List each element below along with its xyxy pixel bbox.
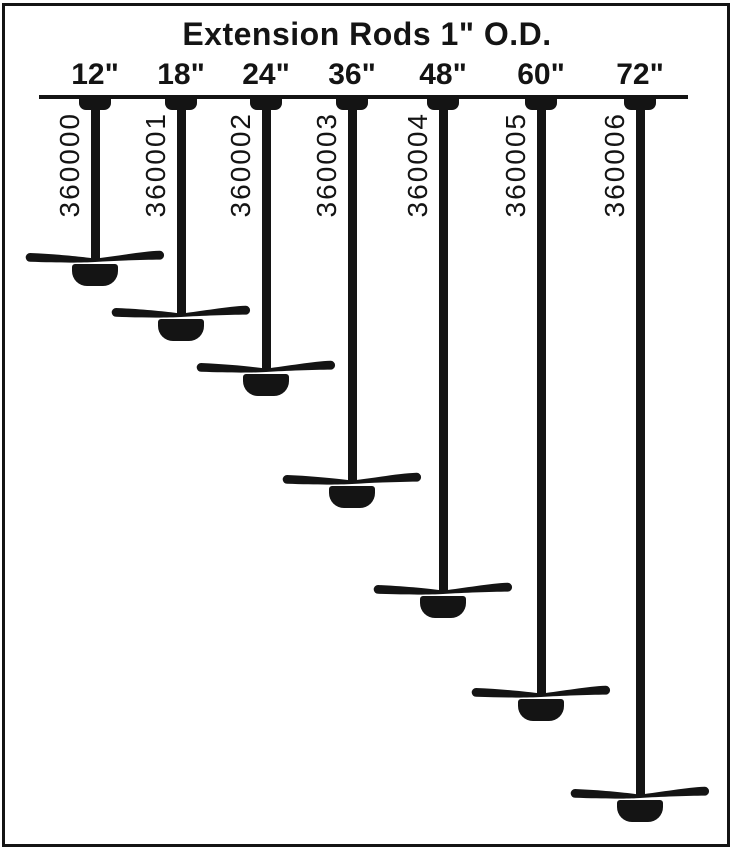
fan-blades-icon xyxy=(282,472,422,485)
fan-motor-housing-icon xyxy=(243,374,289,396)
extension-rod xyxy=(536,96,546,695)
rod-size-label: 72" xyxy=(616,58,664,91)
extension-rod xyxy=(347,96,357,482)
rod-part-number: 360001 xyxy=(140,112,171,218)
fan-motor-housing-icon xyxy=(617,800,663,822)
rod-size-label: 48" xyxy=(419,58,467,91)
fan-motor-housing-icon xyxy=(329,486,375,508)
rod-part-number: 360003 xyxy=(311,112,342,218)
diagram-border-frame xyxy=(2,3,730,847)
rod-part-number: 360000 xyxy=(54,112,85,218)
fan-blades-icon xyxy=(471,685,611,698)
fan-motor-housing-icon xyxy=(420,596,466,618)
rod-part-number: 360004 xyxy=(402,112,433,218)
rod-part-number: 360006 xyxy=(599,112,630,218)
rod-size-label: 12" xyxy=(71,58,119,91)
extension-rod xyxy=(176,96,186,315)
extension-rod xyxy=(261,96,271,370)
rod-size-label: 18" xyxy=(157,58,205,91)
extension-rod xyxy=(90,96,100,260)
fan-motor-housing-icon xyxy=(158,319,204,341)
rod-part-number: 360005 xyxy=(500,112,531,218)
fan-blades-icon xyxy=(196,360,336,373)
rod-size-label: 36" xyxy=(328,58,376,91)
diagram-title: Extension Rods 1" O.D. xyxy=(182,16,552,52)
rod-part-number: 360002 xyxy=(225,112,256,218)
rod-size-label: 24" xyxy=(242,58,290,91)
extension-rod xyxy=(635,96,645,796)
fan-blades-icon xyxy=(111,305,251,318)
fan-blades-icon xyxy=(570,786,710,799)
fan-blades-icon xyxy=(373,582,513,595)
extension-rod xyxy=(438,96,448,592)
fan-blades-icon xyxy=(25,250,165,263)
fan-motor-housing-icon xyxy=(518,699,564,721)
fan-motor-housing-icon xyxy=(72,264,118,286)
rod-size-label: 60" xyxy=(517,58,565,91)
